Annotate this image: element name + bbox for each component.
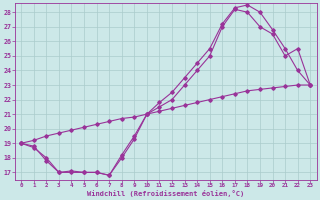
X-axis label: Windchill (Refroidissement éolien,°C): Windchill (Refroidissement éolien,°C) [87, 190, 244, 197]
